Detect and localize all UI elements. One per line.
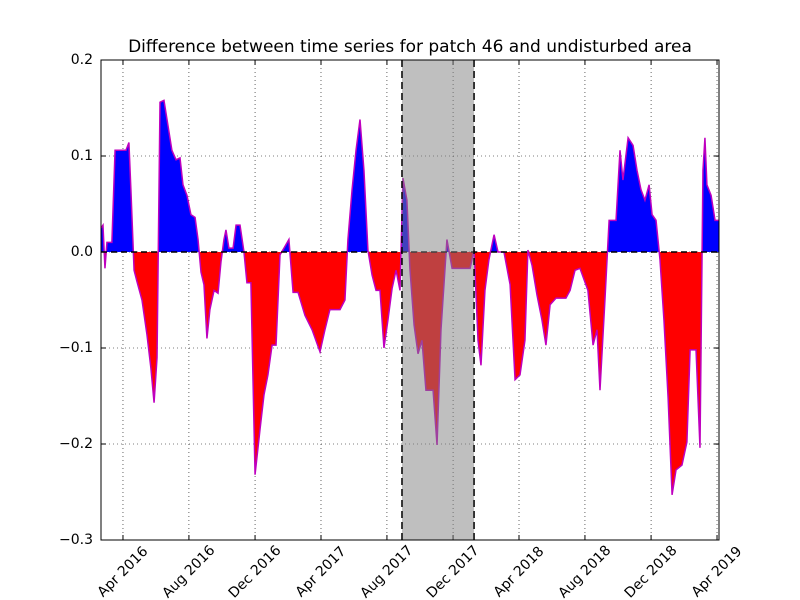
plot-frame — [100, 59, 720, 541]
y-tick-label: 0.0 — [71, 244, 93, 260]
series-line — [100, 99, 719, 495]
chart-title: Difference between time series for patch… — [128, 37, 692, 57]
y-tick-label: 0.2 — [71, 52, 93, 68]
y-tick-label: 0.1 — [71, 148, 93, 164]
y-tick-label: −0.2 — [59, 436, 93, 452]
y-tick-label: −0.1 — [59, 340, 93, 356]
negative-area — [101, 252, 719, 495]
highlight-span — [401, 60, 475, 540]
y-tick-label: −0.3 — [59, 532, 93, 548]
